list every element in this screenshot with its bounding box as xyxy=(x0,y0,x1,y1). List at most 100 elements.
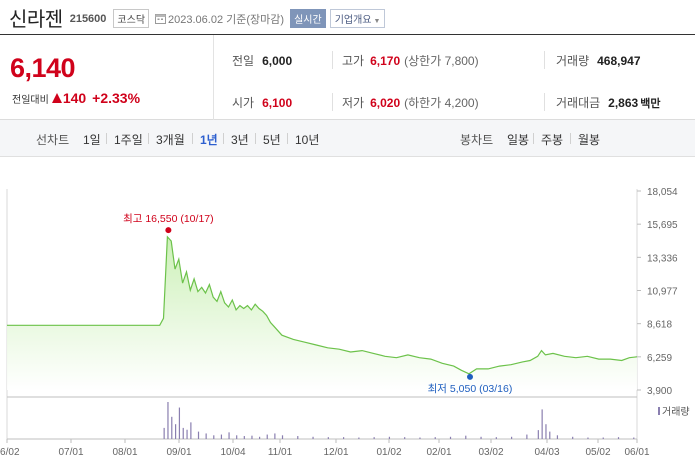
price-area xyxy=(7,236,637,390)
tab-candle-weekly[interactable]: 주봉 xyxy=(541,133,564,147)
tab-period-3m[interactable]: 3개월 xyxy=(156,133,185,147)
x-tick-label: 12/01 xyxy=(323,447,348,458)
volume-bar xyxy=(163,427,165,439)
y-tick-label: 3,900 xyxy=(647,386,672,397)
divider xyxy=(192,133,193,144)
volume-bar xyxy=(312,436,314,439)
tab-period-5y[interactable]: 5년 xyxy=(263,133,281,147)
company-info-label: 기업개요 xyxy=(334,15,372,26)
amount-value: 2,863 xyxy=(608,95,639,110)
volume-bar xyxy=(251,435,253,439)
high-annotation: 최고 16,550 (10/17) xyxy=(123,213,214,225)
trade-amount: 거래대금 2,863 백만 xyxy=(556,94,660,111)
company-info-dropdown[interactable]: 기업개요 ▼ xyxy=(329,9,386,28)
change-percent: +2.33% xyxy=(92,90,141,106)
volume-bar xyxy=(236,435,238,439)
x-tick-label: 07/01 xyxy=(58,447,83,458)
volume-bar xyxy=(495,437,497,439)
volume-value: 468,947 xyxy=(597,53,641,68)
change-amount: 140 xyxy=(62,90,87,106)
tab-period-3y[interactable]: 3년 xyxy=(231,133,249,147)
stock-name: 신라젠 xyxy=(9,8,63,31)
calendar-icon xyxy=(155,14,167,24)
volume-bar xyxy=(213,435,215,439)
open-label: 시가 xyxy=(232,96,255,110)
chart-period-bar: 선차트 1일 1주일 3개월 1년 3년 5년 10년 봉차트 일봉 주봉 월봉 xyxy=(0,120,695,157)
divider xyxy=(287,133,288,144)
volume-bar xyxy=(511,436,513,439)
volume-bar xyxy=(243,436,245,439)
volume-bar xyxy=(404,437,406,439)
volume-bar xyxy=(186,429,188,439)
up-arrow-icon xyxy=(51,93,62,103)
x-tick-label: 08/01 xyxy=(112,447,137,458)
volume-bar xyxy=(297,436,299,439)
volume-legend: 거래량 xyxy=(662,406,690,418)
volume-bar xyxy=(190,422,192,439)
volume-bar xyxy=(617,437,620,439)
realtime-button[interactable]: 실시간 xyxy=(290,9,326,28)
amount-unit: 백만 xyxy=(640,97,661,110)
x-tick-label: 04/03 xyxy=(534,447,559,458)
upper-limit: (상한가 7,800) xyxy=(404,54,479,68)
price-change: 전일대비 140 +2.33% xyxy=(12,90,140,106)
x-tick-label: 06/01 xyxy=(624,447,649,458)
volume-bar xyxy=(388,436,391,439)
y-tick-label: 8,618 xyxy=(647,320,672,331)
tab-period-1d[interactable]: 1일 xyxy=(83,133,101,147)
divider xyxy=(106,133,107,144)
volume: 거래량 468,947 xyxy=(556,52,641,69)
volume-bar xyxy=(449,436,452,439)
volume-bar xyxy=(541,409,543,439)
y-tick-label: 18,054 xyxy=(647,187,678,198)
amount-label: 거래대금 xyxy=(556,96,601,110)
prev-close-label: 전일 xyxy=(232,54,255,68)
y-tick-label: 15,695 xyxy=(647,220,678,231)
divider xyxy=(544,93,545,111)
price-chart[interactable]: 18,054 15,695 13,336 10,977 8,618 6,259 3,900 … xyxy=(0,157,695,473)
x-tick-label: 09/01 xyxy=(166,447,191,458)
y-tick-label: 13,336 xyxy=(647,253,678,264)
divider xyxy=(223,133,224,144)
tab-candle-daily[interactable]: 일봉 xyxy=(507,133,530,147)
open-value: 6,100 xyxy=(262,95,293,110)
y-tick-label: 6,259 xyxy=(647,353,672,364)
divider xyxy=(332,51,333,69)
price-chart-svg: 18,05415,69513,33610,9778,6186,2593,900 … xyxy=(0,187,690,458)
volume-bar xyxy=(537,430,539,439)
volume-bar xyxy=(274,433,276,439)
tab-candle-monthly[interactable]: 월봉 xyxy=(578,133,601,147)
open-price: 시가 6,100 xyxy=(232,94,292,111)
volume-legend-swatch xyxy=(658,407,660,415)
volume-bar xyxy=(182,427,184,439)
volume-bar xyxy=(633,437,635,439)
volume-bar xyxy=(266,434,268,439)
line-chart-label: 선차트 xyxy=(36,133,70,147)
tab-period-1w[interactable]: 1주일 xyxy=(114,133,143,147)
high-label: 고가 xyxy=(342,54,365,68)
volume-bar xyxy=(205,433,207,439)
tab-period-1y[interactable]: 1년 xyxy=(200,133,218,147)
volume-bar xyxy=(526,434,528,439)
volume-bar xyxy=(587,437,589,439)
volume-bar xyxy=(434,437,436,439)
volume-bar xyxy=(556,435,559,439)
divider xyxy=(570,133,571,144)
divider xyxy=(332,93,333,111)
low-annotation: 최저 5,050 (03/16) xyxy=(428,383,513,395)
chevron-down-icon: ▼ xyxy=(373,18,381,25)
price-line xyxy=(7,235,638,375)
volume-bar xyxy=(228,432,230,439)
volume-bar xyxy=(171,416,173,439)
divider xyxy=(544,51,545,69)
volume-bar xyxy=(220,434,223,439)
volume-bar xyxy=(358,437,360,439)
tab-period-10y[interactable]: 10년 xyxy=(295,133,320,147)
market-badge: 코스닥 xyxy=(113,9,150,28)
volume-bar xyxy=(465,435,467,439)
low-price: 저가 6,020 (하한가 4,200) xyxy=(342,94,479,111)
x-tick-label: 11/01 xyxy=(268,447,293,458)
volume-bar xyxy=(327,437,329,439)
x-tick-label: 06/02 xyxy=(0,447,20,458)
